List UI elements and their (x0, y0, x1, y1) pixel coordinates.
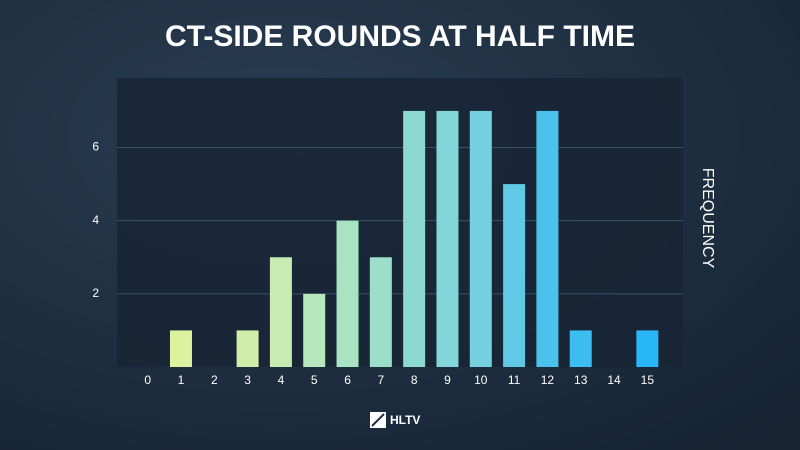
chart-title: CT-SIDE ROUNDS AT HALF TIME (165, 20, 635, 53)
bar (503, 184, 526, 367)
y-axis-label: FREQUENCY (699, 168, 716, 269)
x-tick-label: 4 (278, 373, 285, 387)
x-tick-label: 15 (641, 373, 655, 387)
x-tick-label: 12 (541, 373, 555, 387)
bar (303, 293, 326, 367)
bar (469, 110, 492, 368)
bar (269, 257, 292, 367)
x-tick-label: 2 (211, 373, 218, 387)
logo-icon-stripe (371, 413, 385, 427)
x-tick-label: 7 (378, 373, 385, 387)
bar (236, 330, 259, 367)
y-tick-label: 4 (92, 213, 99, 227)
y-tick-label: 6 (92, 140, 99, 154)
x-tick-label: 10 (474, 373, 488, 387)
x-tick-label: 11 (508, 373, 521, 387)
y-tick-label: 2 (92, 286, 99, 300)
logo-text: HLTV (390, 413, 420, 427)
bar (369, 257, 392, 367)
bar (169, 330, 192, 367)
x-tick-label: 1 (178, 373, 185, 387)
bar (569, 330, 592, 367)
x-tick-label: 0 (144, 373, 151, 387)
bar (436, 110, 459, 368)
bar (536, 110, 559, 368)
x-tick-label: 14 (607, 373, 621, 387)
bar (636, 330, 659, 367)
x-tick-label: 8 (411, 373, 418, 387)
plot-area (117, 78, 683, 367)
x-tick-label: 9 (444, 373, 451, 387)
bar (336, 220, 359, 367)
x-tick-label: 6 (344, 373, 351, 387)
x-tick-label: 13 (574, 373, 588, 387)
x-tick-label: 3 (244, 373, 251, 387)
x-tick-label: 5 (311, 373, 318, 387)
bar (403, 110, 426, 368)
